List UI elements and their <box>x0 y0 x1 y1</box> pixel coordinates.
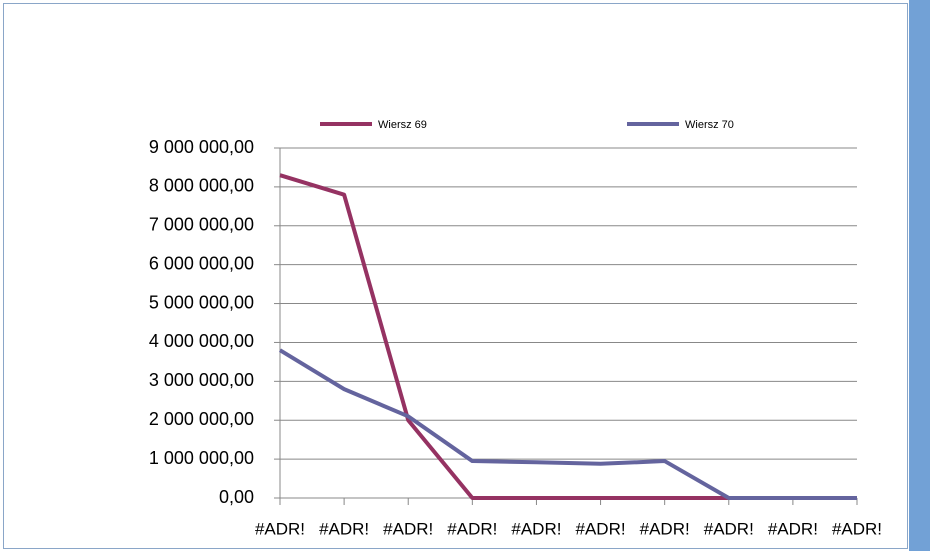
y-tick-label: 9 000 000,00 <box>149 137 254 157</box>
legend-label: Wiersz 69 <box>378 119 427 131</box>
y-tick-label: 8 000 000,00 <box>149 176 254 196</box>
chart-border <box>3 3 908 549</box>
y-tick-label: 5 000 000,00 <box>149 292 254 312</box>
side-bar <box>909 0 930 551</box>
x-tick-label: #ADR! <box>511 519 561 538</box>
x-tick-label: #ADR! <box>576 519 626 538</box>
y-tick-label: 3 000 000,00 <box>149 370 254 390</box>
y-tick-label: 2 000 000,00 <box>149 409 254 429</box>
y-tick-label: 7 000 000,00 <box>149 215 254 235</box>
series-line <box>278 348 857 500</box>
y-tick-label: 4 000 000,00 <box>149 331 254 351</box>
x-tick-label: #ADR! <box>640 519 690 538</box>
x-tick-label: #ADR! <box>704 519 754 538</box>
y-tick-label: 0,00 <box>219 487 254 507</box>
x-tick-label: #ADR! <box>832 519 882 538</box>
x-tick-label: #ADR! <box>447 519 497 538</box>
x-tick-label: #ADR! <box>319 519 369 538</box>
x-tick-label: #ADR! <box>768 519 818 538</box>
legend-label: Wiersz 70 <box>685 119 734 131</box>
y-tick-label: 1 000 000,00 <box>149 448 254 468</box>
x-tick-label: #ADR! <box>255 519 305 538</box>
y-tick-label: 6 000 000,00 <box>149 253 254 273</box>
x-tick-label: #ADR! <box>383 519 433 538</box>
